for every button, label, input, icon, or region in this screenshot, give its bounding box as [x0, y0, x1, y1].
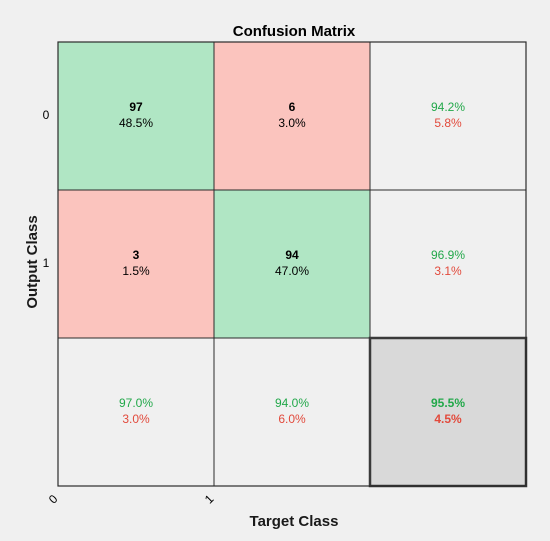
cell-count: 6	[289, 100, 296, 114]
incorrect-rate: 3.1%	[434, 264, 462, 278]
chart-title: Confusion Matrix	[233, 23, 356, 40]
correct-rate: 94.2%	[431, 100, 465, 114]
x-tick-label: 1	[202, 492, 217, 507]
cell-count: 97	[129, 100, 143, 114]
cell-percent: 1.5%	[122, 264, 150, 278]
cell-count: 94	[285, 248, 299, 262]
cell-percent: 3.0%	[278, 116, 306, 130]
incorrect-rate: 3.0%	[122, 412, 150, 426]
cell-percent: 48.5%	[119, 116, 153, 130]
matrix-cells: 97 48.5% 6 3.0% 94.2% 5.8% 3 1.5% 94 47.0% 96.9% 3.…	[43, 41, 528, 507]
correct-rate: 96.9%	[431, 248, 465, 262]
y-tick-label: 1	[43, 256, 50, 270]
matrix-cell	[57, 41, 215, 191]
matrix-cell	[213, 41, 371, 191]
summary-cell	[213, 337, 371, 487]
summary-cell	[57, 337, 215, 487]
cell-count: 3	[133, 248, 140, 262]
x-tick-label: 0	[46, 492, 61, 507]
correct-rate: 94.0%	[275, 396, 309, 410]
matrix-cell	[57, 189, 215, 339]
incorrect-rate: 4.5%	[434, 412, 462, 426]
matrix-frame	[57, 41, 527, 487]
matrix-cell	[213, 189, 371, 339]
correct-rate: 95.5%	[431, 396, 465, 410]
incorrect-rate: 6.0%	[278, 412, 306, 426]
summary-cell	[369, 189, 527, 339]
cell-percent: 47.0%	[275, 264, 309, 278]
correct-rate: 97.0%	[119, 396, 153, 410]
y-tick-label: 0	[43, 108, 50, 122]
y-axis-label: Output Class	[24, 215, 41, 308]
x-axis-label: Target Class	[250, 513, 339, 530]
incorrect-rate: 5.8%	[434, 116, 462, 130]
